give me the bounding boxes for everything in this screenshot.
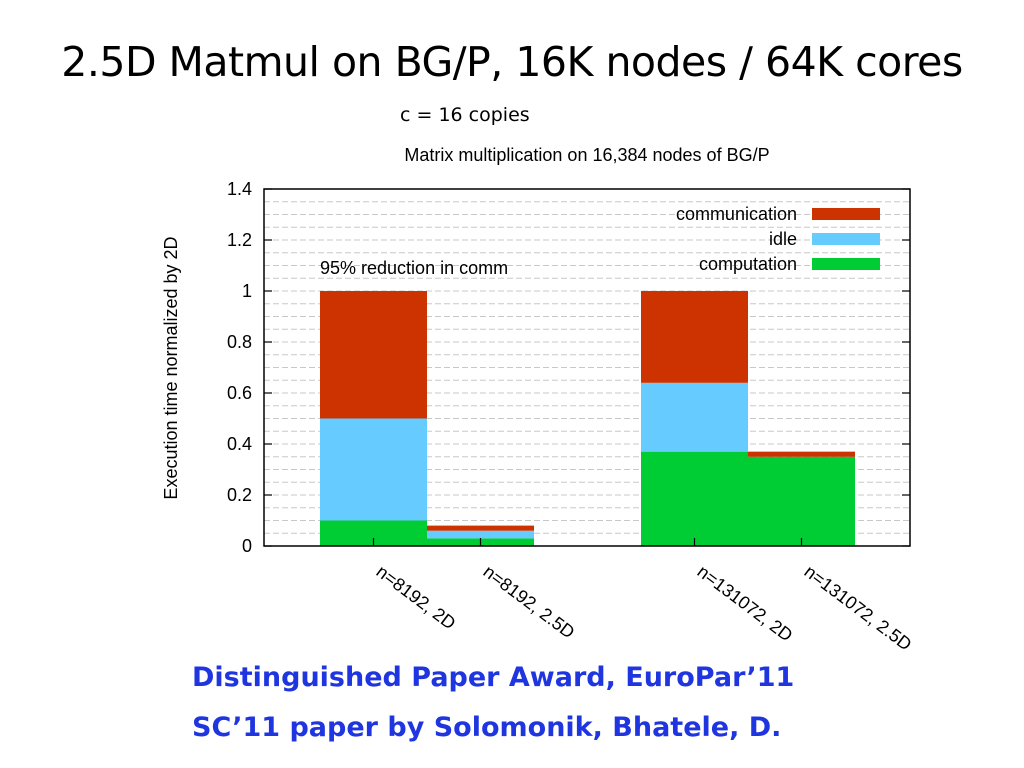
legend-label-communication: communication — [676, 204, 797, 224]
x-tick-label: n=8192, 2.5D — [480, 561, 579, 642]
bar-segment-idle — [641, 382, 748, 452]
bar-segment-communication — [748, 451, 855, 457]
legend: communication idle computation — [676, 204, 880, 274]
y-tick-label: 0.6 — [227, 383, 252, 403]
legend-swatch-idle — [812, 233, 880, 245]
bar-segment-computation — [641, 451, 748, 546]
y-tick-label: 0.2 — [227, 485, 252, 505]
y-tick-label: 1.2 — [227, 230, 252, 250]
y-tick-label: 0 — [242, 536, 252, 556]
bar-segment-idle — [320, 418, 427, 521]
paper-credit-line: SC’11 paper by Solomonik, Bhatele, D. — [192, 712, 782, 743]
y-axis-label: Execution time normalized by 2D — [161, 236, 181, 499]
y-tick-label: 0.8 — [227, 332, 252, 352]
legend-swatch-computation — [812, 258, 880, 270]
annotation-comm-reduction: 95% reduction in comm — [320, 258, 508, 278]
y-tick-label: 1 — [242, 281, 252, 301]
bar-segment-communication — [427, 525, 534, 531]
bar-segment-computation — [748, 456, 855, 546]
bar-segment-idle — [427, 530, 534, 539]
y-tick-label: 1.4 — [227, 179, 252, 199]
legend-label-computation: computation — [699, 254, 797, 274]
x-tick-label: n=131072, 2.5D — [801, 561, 916, 654]
bar-segment-communication — [641, 291, 748, 383]
legend-swatch-communication — [812, 208, 880, 220]
x-tick-labels: n=8192, 2D n=8192, 2.5D n=131072, 2D n=1310… — [373, 561, 916, 654]
x-tick-label: n=8192, 2D — [373, 561, 460, 633]
award-line: Distinguished Paper Award, EuroPar’11 — [192, 662, 795, 693]
chart-title: Matrix multiplication on 16,384 nodes of… — [404, 145, 769, 165]
slide-title: 2.5D Matmul on BG/P, 16K nodes / 64K cor… — [61, 38, 963, 86]
plot-frame — [263, 188, 911, 547]
bar-segment-communication — [320, 291, 427, 419]
x-tick-label: n=131072, 2D — [694, 561, 797, 645]
bars — [320, 291, 855, 546]
copies-note: c = 16 copies — [400, 104, 530, 126]
stacked-bar-chart: Matrix multiplication on 16,384 nodes of… — [161, 145, 916, 655]
y-ticks: 0 0.2 0.4 0.6 0.8 1 1.2 1.4 — [227, 179, 910, 556]
y-tick-label: 0.4 — [227, 434, 252, 454]
legend-label-idle: idle — [769, 229, 797, 249]
